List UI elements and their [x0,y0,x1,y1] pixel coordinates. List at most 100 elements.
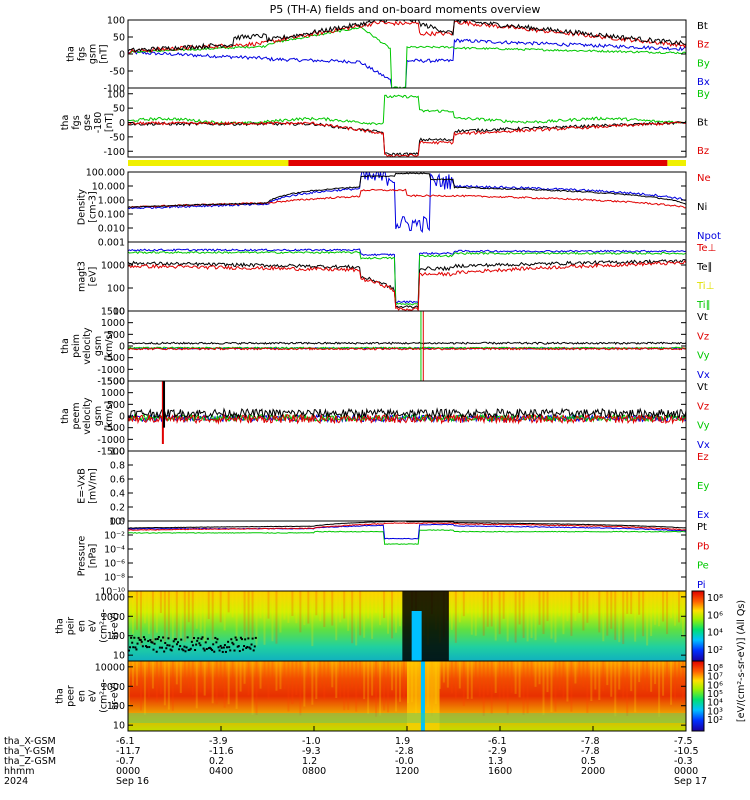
spectrogram-dot [131,641,134,644]
plot-area-pressure [128,521,686,546]
spectrogram-dot [139,638,142,641]
y-tick-label: 0 [119,118,125,129]
mode-bar-segment [288,160,668,166]
x-tick-label: -0.3 [674,756,693,767]
spectrogram-streak [478,591,481,618]
spectrogram-dot [208,646,211,649]
spectrogram-streak [526,661,529,714]
panel-pressure: 10⁰ 10⁻² 10⁻⁴ 10⁻⁶ 10⁻⁸ 10⁻¹⁰ Pressure [nPa] Pt P… [77,517,710,598]
y-tick-label: -50 [109,132,125,143]
series-pe [128,529,686,546]
spectrogram-streak [263,661,266,687]
spectrogram-streak [347,591,350,631]
spectrogram-streak [255,591,258,646]
y-tick-label: 50 [113,33,125,44]
y-tick-label: 1000 [101,682,125,693]
spectrogram-streak [387,591,390,634]
spectrogram-dot [130,636,133,639]
spectrogram-streak [223,661,226,708]
spectrogram-streak [578,591,581,614]
spectrogram-streak [151,591,154,643]
mode-bar [128,160,686,166]
spectrogram-dot [162,636,165,639]
spectrogram-streak [267,591,270,619]
spectrogram-dot [217,646,220,649]
spectrogram-dot [222,646,225,649]
y-tick-label: 10⁻⁴ [104,545,125,556]
spectrogram-dot [203,649,206,652]
spectrogram-streak [367,591,370,619]
spectrogram-streak [231,661,234,684]
y-tick-label: 100 [107,631,125,642]
spectrogram-streak [139,661,142,711]
spectrogram-streak [674,661,677,701]
spectrogram-streak [299,661,302,716]
spectrogram-streak [195,591,198,629]
x-tick-label: -11.7 [116,746,141,757]
y-tick-label: 1500 [101,377,125,388]
spectrogram-streak [383,591,386,618]
y-tick-label: 10 [113,307,125,318]
spectrogram-streak [351,591,354,644]
spectrogram-streak [534,661,537,687]
spectrogram-cold-band [420,661,425,731]
spectrogram-streak [271,591,274,642]
spectrogram-streak [251,591,254,638]
spectrogram-dot [172,640,175,643]
spectrogram-dot [252,649,255,652]
spectrogram-streak [510,591,513,613]
spectrogram-streak [363,591,366,638]
spectrogram-dot [195,643,198,646]
y-tick-label: 10⁻¹⁰ [100,587,125,598]
y-axis-label: gsm [88,44,99,64]
spectrogram-dot [232,643,235,646]
spectrogram-dot [201,636,204,639]
series-by [128,26,686,88]
x-tick-label: 0.2 [209,756,224,767]
spectrogram-streak [654,591,657,625]
spectrogram-streak [518,591,521,625]
spectrogram-streak [654,661,657,685]
spectrogram-streak [215,591,218,613]
spectrogram-streak [614,661,617,717]
spectrogram-streak [327,591,330,613]
spectrogram-dot [187,649,190,652]
colorbar-tick-label: 10² [707,645,723,656]
spectrogram-streak [458,661,461,689]
spectrogram-streak [335,591,338,641]
spectrogram-dot [136,642,139,645]
spectrogram-streak [494,591,497,641]
y-axis-label: gsm [93,336,104,356]
spectrogram-streak [546,661,549,693]
spectrogram-streak [223,591,226,631]
spectrogram-streak [179,591,182,639]
spectrogram-streak [526,591,529,642]
spectrogram-streak [135,591,138,630]
spectrogram-streak [295,661,298,696]
spectrogram-dot [155,650,158,653]
spectrogram-cold-band [411,611,422,661]
spectrogram-streak [267,661,270,700]
spectrogram-streak [454,591,457,643]
spectrogram-streak [450,661,453,694]
legend-entry: Ey [697,481,709,492]
figure-title: P5 (TH-A) fields and on-board moments ov… [270,3,541,16]
spectrogram-streak [494,661,497,694]
spectrogram-streak [355,661,358,712]
spectrogram-streak [586,661,589,713]
spectrogram-dot [161,646,164,649]
spectrogram-streak [470,591,473,635]
spectrogram-dot [166,644,169,647]
spectrogram-dot [226,646,229,649]
spectrogram-dot [157,636,160,639]
spectrogram-dot [164,641,167,644]
spectrogram-dot [240,638,243,641]
y-axis-label: peim [71,334,82,358]
spectrogram-streak [470,661,473,699]
spectrogram-streak [287,661,290,712]
spectrogram-streak [163,591,166,642]
legend-entry: Bz [697,40,709,51]
spectrogram-streak [582,661,585,688]
spectrogram-dot [213,650,216,653]
spectrogram-streak [207,591,210,620]
